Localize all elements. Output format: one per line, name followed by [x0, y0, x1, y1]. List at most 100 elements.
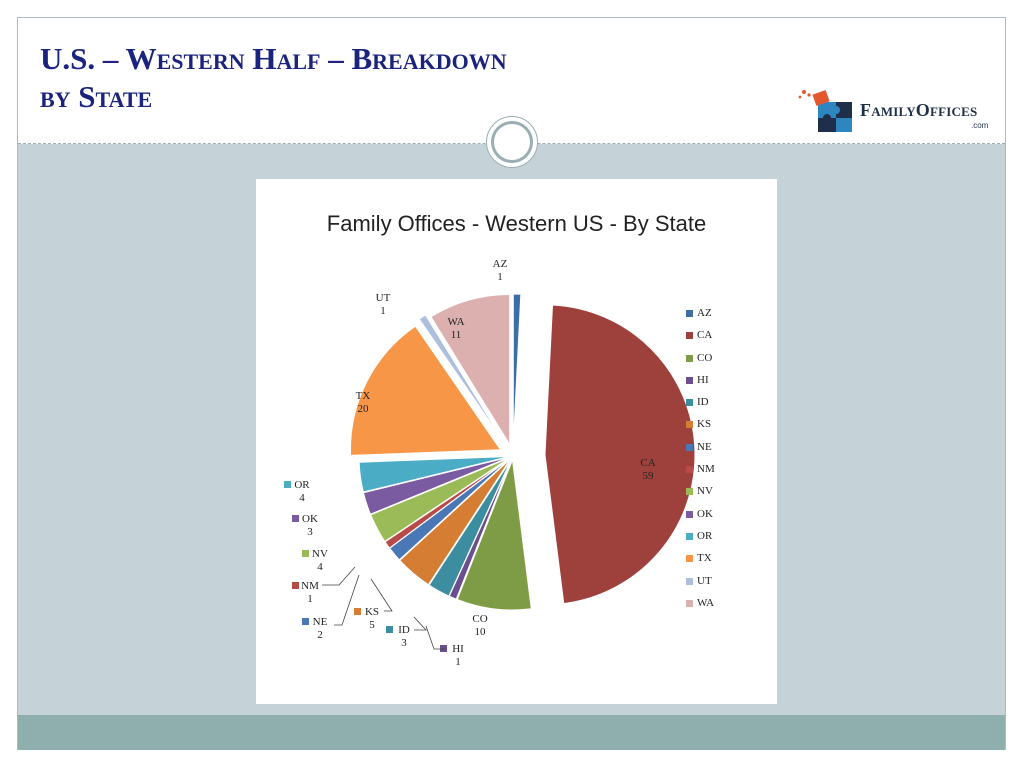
legend-label: KS — [697, 418, 712, 431]
legend-swatch — [686, 376, 693, 384]
leader-line-2 — [334, 574, 360, 626]
legend-label: UT — [697, 574, 712, 587]
slide-title-line1: U.S. – Western Half – Breakdown — [40, 41, 507, 76]
data-label-value-or: 4 — [299, 492, 305, 504]
data-label-az: AZ1 — [493, 258, 508, 283]
legend-swatch — [686, 577, 693, 585]
legend-item-wa: WA — [686, 597, 766, 619]
legend-swatch — [686, 443, 693, 451]
leader-line-3 — [370, 578, 393, 612]
data-label-ok: OK3 — [292, 513, 318, 538]
legend-label: HI — [697, 373, 709, 386]
data-label-name-ks: KS — [365, 606, 379, 618]
logo-domain: .com — [971, 121, 989, 130]
legend-label: OK — [697, 507, 713, 520]
data-label-name-ne: NE — [313, 616, 328, 628]
pie-slice-co — [456, 459, 532, 611]
legend-item-tx: TX — [686, 552, 766, 574]
legend-label: CA — [697, 329, 713, 342]
footer-band — [18, 715, 1005, 750]
legend-label: TX — [697, 552, 712, 565]
legend-swatch — [686, 599, 693, 607]
data-label-value-co: 10 — [475, 626, 487, 638]
data-label-swatch-id — [386, 626, 393, 633]
data-label-name-tx: TX — [356, 390, 371, 402]
legend-swatch — [686, 510, 693, 518]
legend-label: NM — [697, 463, 715, 476]
data-label-swatch-ok — [292, 515, 299, 522]
legend-item-id: ID — [686, 396, 766, 418]
data-label-value-ok: 3 — [307, 526, 313, 538]
data-label-value-ut: 1 — [380, 305, 386, 317]
data-label-ne: NE2 — [302, 616, 328, 641]
pie-slice-id — [428, 459, 512, 597]
legend-swatch — [686, 354, 693, 362]
legend-item-ne: NE — [686, 441, 766, 463]
legend-item-az: AZ — [686, 307, 766, 329]
legend-item-co: CO — [686, 352, 766, 374]
legend-item-nm: NM — [686, 463, 766, 485]
data-label-name-az: AZ — [493, 258, 508, 270]
divider-medallion — [486, 116, 538, 168]
legend-swatch — [686, 332, 693, 340]
legend-label: NE — [697, 440, 712, 453]
data-label-swatch-nm — [292, 582, 299, 589]
pie-slice-ok — [362, 456, 510, 515]
leader-line-4 — [413, 616, 427, 631]
leader-line-1 — [322, 566, 356, 586]
data-label-name-id: ID — [398, 624, 410, 636]
chart-card: AZ 1 CA 59 CO 10 HI 1 ID 3 KS 5 NE 2 NM 1 NV 4 OK 3 OR 4 TX 20 U… — [256, 179, 777, 704]
pie-slice-ca — [544, 304, 696, 605]
pie-slice-az — [512, 293, 522, 445]
data-label-swatch-hi — [440, 645, 447, 652]
legend-label: CO — [697, 351, 713, 364]
chart-title: Family Offices - Western US - By State — [326, 211, 707, 236]
data-label-ks: KS5 — [354, 606, 379, 631]
data-label-value-nv: 4 — [317, 561, 323, 573]
data-label-name-or: OR — [294, 479, 310, 491]
data-label-nm: NM1 — [292, 580, 319, 605]
pie-slice-wa — [430, 293, 511, 447]
legend-label: WA — [697, 596, 715, 609]
data-label-name-nm: NM — [301, 580, 319, 592]
data-label-value-tx: 20 — [358, 403, 370, 415]
legend-swatch — [686, 555, 693, 563]
data-label-name-wa: WA — [447, 316, 464, 328]
leader-line-5 — [425, 625, 446, 650]
data-label-value-id: 3 — [401, 637, 407, 649]
legend-swatch — [686, 310, 693, 317]
data-label-name-ut: UT — [376, 292, 391, 304]
data-label-value-ca: 59 — [643, 470, 655, 482]
chart-legend: AZ CA CO HI ID KS NE NM NV OK OR TX UT WA — [686, 307, 766, 619]
pie-slice-tx — [350, 325, 502, 456]
logo-wordmark: FamilyOffices — [860, 100, 978, 120]
slide-title-line2: by State — [40, 79, 153, 114]
legend-label: AZ — [697, 307, 712, 319]
data-label-value-wa: 11 — [451, 329, 462, 341]
data-label-value-hi: 1 — [455, 656, 461, 668]
pie-slice-ut — [418, 314, 505, 443]
legend-item-ut: UT — [686, 575, 766, 597]
data-label-ut: UT1 — [376, 292, 391, 317]
data-label-swatch-ne — [302, 618, 309, 625]
data-label-hi: HI1 — [440, 643, 464, 668]
medallion-ring — [491, 121, 533, 163]
familyoffices-logo: FamilyOffices .com — [796, 88, 1006, 136]
legend-item-ks: KS — [686, 418, 766, 440]
pie-chart: AZ1CA59CO10HI1ID3KS5NE2NM1NV4OK3OR4TX20U… — [284, 258, 696, 668]
data-label-value-ks: 5 — [369, 619, 375, 631]
data-label-name-nv: NV — [312, 548, 328, 560]
legend-swatch — [686, 532, 693, 540]
data-label-value-ne: 2 — [317, 629, 323, 641]
legend-item-hi: HI — [686, 374, 766, 396]
legend-item-or: OR — [686, 530, 766, 552]
data-label-value-nm: 1 — [307, 593, 313, 605]
pie-slice-or — [358, 456, 510, 493]
pie-slice-nv — [370, 457, 510, 543]
data-label-value-az: 1 — [497, 271, 503, 283]
data-label-name-hi: HI — [452, 643, 464, 655]
legend-label: NV — [697, 485, 713, 498]
